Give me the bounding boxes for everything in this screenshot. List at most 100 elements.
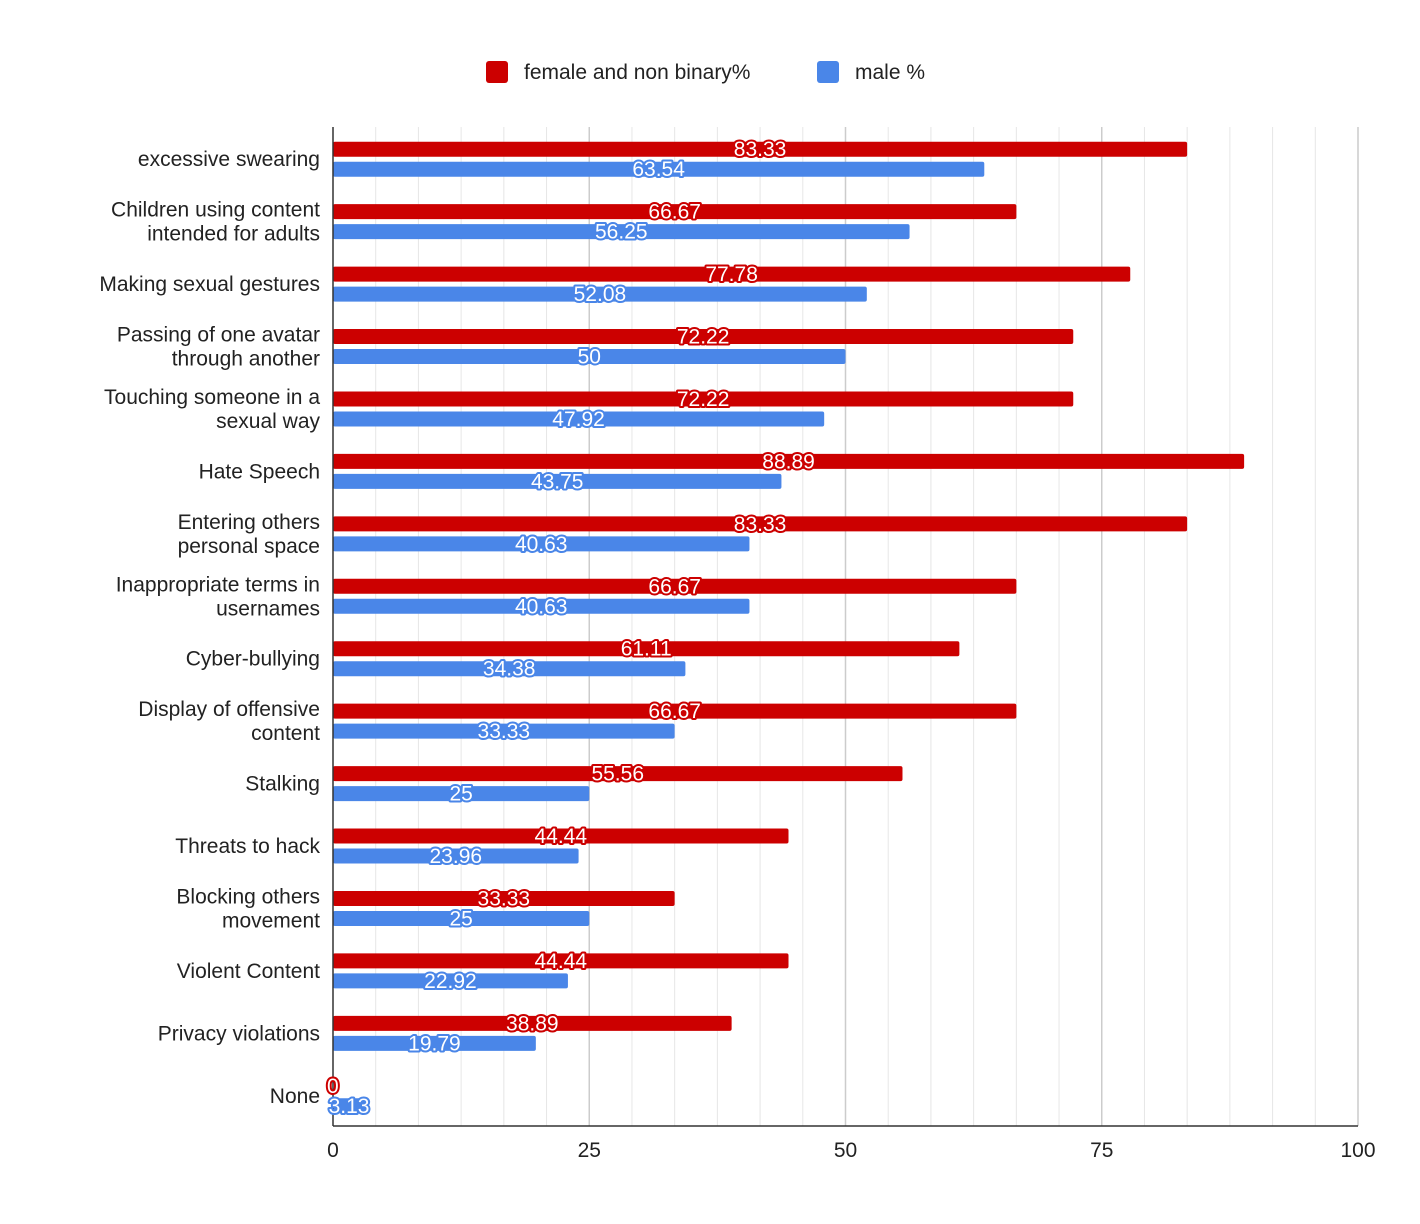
data-label-male: 19.79: [408, 1032, 461, 1055]
category-label: Display of offensive: [138, 698, 320, 721]
category-label: Touching someone in a: [104, 386, 320, 409]
category-label: usernames: [216, 597, 320, 620]
bar-female-nonbinary: [333, 890, 675, 906]
bar-male: [333, 910, 590, 926]
data-label-female-nonbinary: 55.56: [591, 763, 644, 786]
bar-female-nonbinary: [333, 329, 1074, 345]
data-label-female-nonbinary: 33.33: [478, 887, 531, 910]
tick-labels: 0 25 50 75 100: [327, 1139, 1375, 1162]
x-tick-label: 50: [834, 1139, 857, 1162]
data-label-male: 25: [449, 783, 472, 806]
category-label: Blocking others: [176, 885, 320, 908]
data-label-female-nonbinary: 66.67: [648, 201, 701, 224]
bar-female-nonbinary: [333, 766, 903, 782]
category-label: Stalking: [245, 773, 320, 796]
data-label-male: 47.92: [552, 408, 605, 431]
bar-male: [333, 473, 782, 489]
x-tick-label: 0: [327, 1139, 339, 1162]
data-labels: 83.3363.5466.6756.2577.7852.0872.225072.…: [325, 136, 817, 1120]
legend-swatch-female-nonbinary: [486, 61, 508, 83]
bar-male: [333, 286, 867, 302]
category-label: Entering others: [178, 511, 320, 534]
data-label-female-nonbinary: 38.89: [506, 1012, 559, 1035]
data-label-male: 22.92: [424, 970, 477, 993]
data-label-female-nonbinary: 44.44: [534, 950, 587, 973]
legend-swatch-male: [817, 61, 839, 83]
bar-male: [333, 1098, 366, 1114]
category-label: excessive swearing: [138, 148, 320, 171]
bar-female-nonbinary: [333, 578, 1017, 594]
category-label: Threats to hack: [175, 835, 320, 858]
bar-female-nonbinary: [333, 516, 1188, 532]
bar-female-nonbinary: [333, 828, 789, 844]
bar-male: [333, 411, 825, 427]
data-label-male: 56.25: [595, 221, 648, 244]
data-label-male: 43.75: [531, 470, 584, 493]
bar-female-nonbinary: [333, 641, 960, 657]
bar-male: [333, 1035, 536, 1051]
bar-female-nonbinary: [333, 453, 1245, 469]
category-label: Hate Speech: [199, 460, 320, 483]
data-label-male: 25: [449, 907, 472, 930]
category-label: None: [270, 1085, 320, 1108]
category-label: personal space: [178, 535, 320, 558]
legend: female and non binary% male %: [486, 61, 925, 84]
x-tick-label: 100: [1340, 1139, 1375, 1162]
category-label: Violent Content: [177, 960, 320, 983]
bar-male: [333, 661, 686, 677]
x-tick-label: 75: [1090, 1139, 1113, 1162]
bar-male: [333, 786, 590, 802]
data-label-male: 33.33: [478, 720, 531, 743]
data-label-female-nonbinary: 61.11: [621, 638, 672, 661]
bar-male: [333, 598, 750, 614]
data-label-male: 34.38: [483, 658, 536, 681]
bar-male: [333, 224, 910, 240]
bar-female-nonbinary: [333, 204, 1017, 220]
category-label: Making sexual gestures: [99, 273, 320, 296]
category-label: Cyber-bullying: [186, 648, 320, 671]
category-label: Children using content: [111, 199, 320, 222]
x-tick-label: 25: [578, 1139, 601, 1162]
bar-female-nonbinary: [333, 391, 1074, 407]
bar-male: [333, 161, 985, 177]
category-labels: excessive swearing Children using content…: [99, 148, 320, 1108]
bar-male: [333, 973, 568, 989]
data-label-male: 50: [578, 346, 601, 369]
data-label-male: 40.63: [515, 595, 568, 618]
data-label-male: 40.63: [515, 533, 568, 556]
data-label-female-nonbinary: 77.78: [705, 263, 758, 286]
category-label: Privacy violations: [158, 1022, 320, 1045]
bar-male: [333, 848, 579, 864]
category-label: content: [251, 722, 320, 745]
bar-male: [333, 349, 846, 365]
category-label: Passing of one avatar: [117, 324, 320, 347]
bar-female-nonbinary: [333, 953, 789, 969]
legend-label-male: male %: [855, 61, 925, 84]
category-label: Inappropriate terms in: [116, 573, 320, 596]
category-label: sexual way: [216, 410, 320, 433]
bar-female-nonbinary: [333, 1015, 732, 1031]
data-label-female-nonbinary: 72.22: [677, 326, 730, 349]
data-label-male: 63.54: [632, 158, 685, 181]
data-label-female-nonbinary: 72.22: [677, 388, 730, 411]
bar-male: [333, 536, 750, 552]
bars: [333, 141, 1245, 1114]
data-label-female-nonbinary: 44.44: [534, 825, 587, 848]
category-label: movement: [222, 909, 320, 932]
bar-male: [333, 723, 675, 739]
axes: [332, 127, 1358, 1127]
data-label-female-nonbinary: 83.33: [734, 513, 787, 536]
legend-label-female-nonbinary: female and non binary%: [524, 61, 750, 84]
data-label-male: 23.96: [430, 845, 483, 868]
data-label-female-nonbinary: 88.89: [762, 450, 815, 473]
category-label: intended for adults: [147, 223, 320, 246]
data-label-male: 52.08: [574, 283, 627, 306]
data-label-female-nonbinary: 83.33: [734, 138, 787, 161]
data-label-female-nonbinary: 0: [327, 1075, 339, 1098]
data-label-female-nonbinary: 66.67: [648, 700, 701, 723]
bar-female-nonbinary: [333, 266, 1131, 282]
data-label-female-nonbinary: 66.67: [648, 575, 701, 598]
category-label: through another: [172, 348, 320, 371]
